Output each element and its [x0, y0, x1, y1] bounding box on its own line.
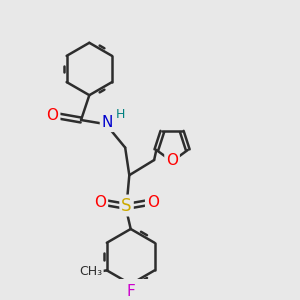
Text: O: O	[46, 108, 58, 123]
Text: S: S	[121, 196, 132, 214]
Text: O: O	[147, 195, 159, 210]
Text: O: O	[166, 152, 178, 167]
Text: F: F	[126, 284, 135, 299]
Text: N: N	[102, 115, 113, 130]
Text: H: H	[116, 108, 125, 121]
Text: CH₃: CH₃	[80, 265, 103, 278]
Text: O: O	[94, 195, 106, 210]
